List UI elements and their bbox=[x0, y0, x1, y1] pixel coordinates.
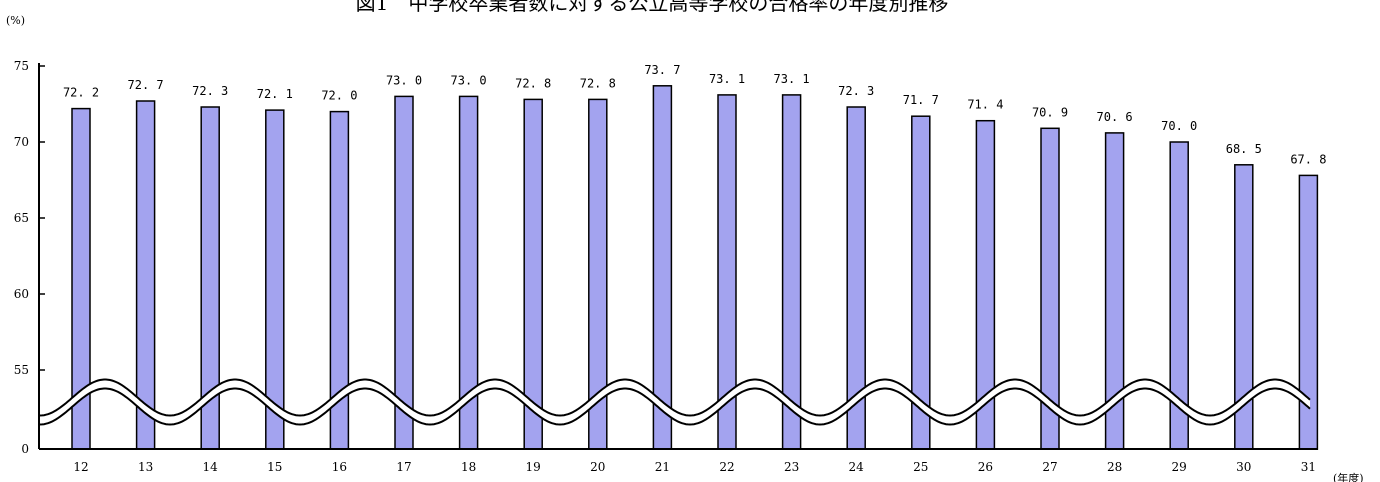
x-tick-16: 16 bbox=[332, 460, 347, 474]
bar-21 bbox=[652, 85, 673, 450]
x-tick-26: 26 bbox=[978, 460, 993, 474]
y-tick-65: 65 bbox=[14, 211, 29, 225]
x-tick-15: 15 bbox=[267, 460, 282, 474]
x-tick-31: 31 bbox=[1301, 460, 1316, 474]
value-label-31: 67. 8 bbox=[1290, 152, 1326, 166]
bar-13 bbox=[135, 100, 156, 450]
value-label-23: 73. 1 bbox=[774, 72, 810, 86]
value-labels-group: 72. 2 72. 7 72. 3 72. 1 72. 0 73. 0 73. 0 72. 8… bbox=[63, 63, 1327, 167]
value-label-16: 72. 0 bbox=[321, 89, 357, 103]
x-tick-25: 25 bbox=[913, 460, 928, 474]
x-axis-unit: (年度) bbox=[1333, 471, 1364, 482]
x-tick-28: 28 bbox=[1107, 460, 1122, 474]
x-tick-20: 20 bbox=[590, 460, 605, 474]
chart-title: 図1 中学校卒業者数に対する公立高等学校の合格率の年度別推移 bbox=[356, 0, 949, 15]
x-tick-24: 24 bbox=[849, 460, 865, 474]
y-tick-75: 75 bbox=[14, 59, 29, 73]
value-label-13: 72. 7 bbox=[128, 78, 164, 92]
x-tick-21: 21 bbox=[655, 460, 670, 474]
value-label-20: 72. 8 bbox=[580, 76, 616, 90]
x-tick-labels: 12 13 14 15 16 17 18 19 20 21 22 23 24 25 26 27 28 29 30 31 bbox=[73, 460, 1316, 474]
x-tick-13: 13 bbox=[138, 460, 153, 474]
value-label-21: 73. 7 bbox=[644, 63, 680, 77]
y-tick-70: 70 bbox=[14, 135, 29, 149]
value-label-27: 70. 9 bbox=[1032, 105, 1068, 119]
value-label-22: 73. 1 bbox=[709, 72, 745, 86]
value-label-14: 72. 3 bbox=[192, 84, 228, 98]
value-label-26: 71. 4 bbox=[967, 98, 1003, 112]
x-tick-14: 14 bbox=[203, 460, 219, 474]
x-tick-12: 12 bbox=[73, 460, 88, 474]
value-label-12: 72. 2 bbox=[63, 86, 99, 100]
x-tick-19: 19 bbox=[526, 460, 541, 474]
x-tick-18: 18 bbox=[461, 460, 476, 474]
value-label-25: 71. 7 bbox=[903, 93, 939, 107]
x-tick-30: 30 bbox=[1236, 460, 1251, 474]
value-label-17: 73. 0 bbox=[386, 73, 422, 87]
axis-break-wave bbox=[39, 378, 1311, 426]
value-label-28: 70. 6 bbox=[1097, 110, 1133, 124]
value-label-30: 68. 5 bbox=[1226, 142, 1262, 156]
x-tick-22: 22 bbox=[719, 460, 734, 474]
x-tick-27: 27 bbox=[1042, 460, 1057, 474]
value-label-29: 70. 0 bbox=[1161, 119, 1197, 133]
value-label-15: 72. 1 bbox=[257, 87, 293, 101]
axis-break-edge-top bbox=[39, 378, 1311, 417]
x-tick-23: 23 bbox=[784, 460, 799, 474]
y-axis-unit: (%) bbox=[6, 14, 25, 27]
y-tick-60: 60 bbox=[14, 287, 29, 301]
y-tick-0: 0 bbox=[21, 442, 29, 456]
y-tick-labels: 0 55 60 65 70 75 bbox=[14, 59, 45, 456]
axis-break-edge-bottom bbox=[39, 387, 1311, 426]
value-label-24: 72. 3 bbox=[838, 84, 874, 98]
value-label-18: 73. 0 bbox=[451, 73, 487, 87]
axis-break-fill bbox=[40, 379, 1310, 425]
y-tick-55: 55 bbox=[14, 363, 29, 377]
x-tick-17: 17 bbox=[396, 460, 411, 474]
value-label-19: 72. 8 bbox=[515, 76, 551, 90]
x-tick-29: 29 bbox=[1172, 460, 1187, 474]
bar-17 bbox=[394, 95, 414, 450]
